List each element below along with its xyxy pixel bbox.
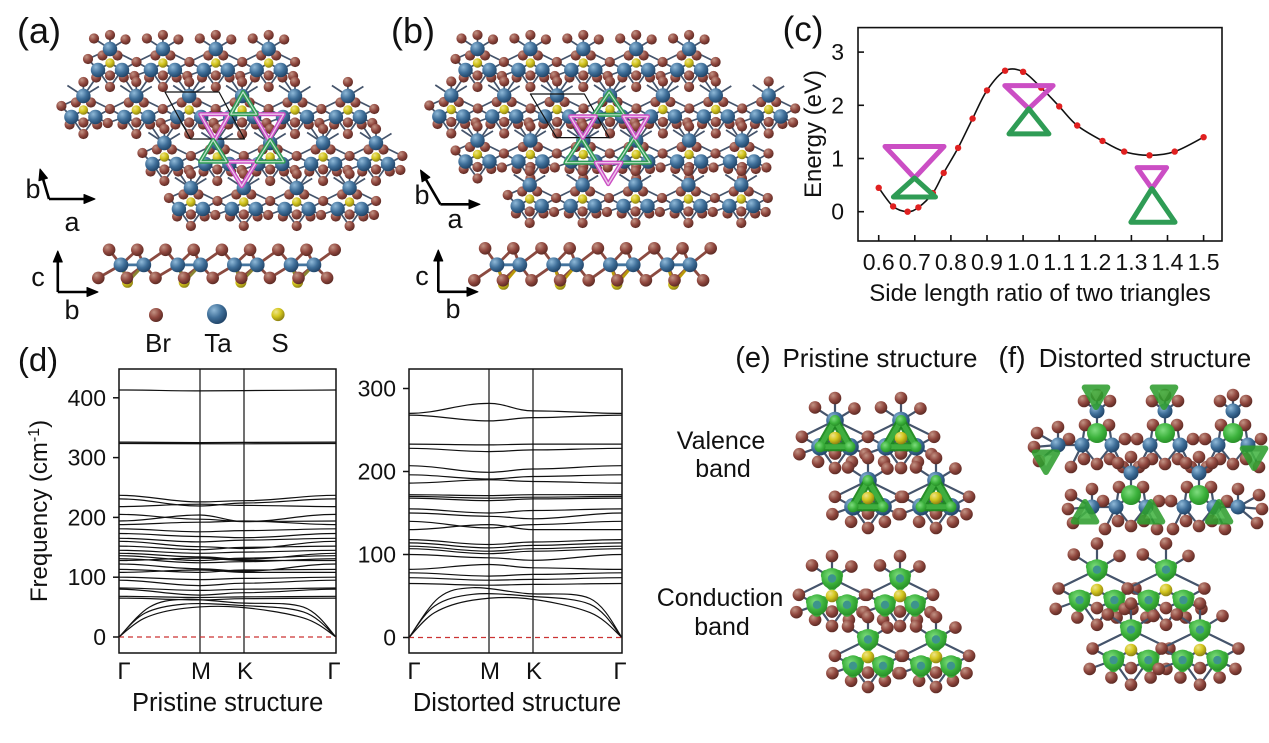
svg-text:c: c (415, 261, 429, 291)
svg-text:c: c (31, 262, 45, 292)
svg-text:(c): (c) (783, 10, 824, 49)
svg-text:(d): (d) (18, 341, 58, 378)
svg-text:b: b (414, 180, 429, 210)
svg-text:Distorted structure: Distorted structure (413, 689, 621, 717)
svg-text:S: S (271, 328, 288, 358)
svg-text:0.7: 0.7 (899, 249, 931, 275)
svg-text:100: 100 (358, 542, 396, 568)
svg-text:3: 3 (831, 39, 844, 65)
svg-text:(b): (b) (391, 10, 435, 51)
svg-text:Γ: Γ (407, 658, 420, 685)
svg-text:Br: Br (145, 328, 171, 358)
svg-text:Γ: Γ (117, 658, 130, 685)
svg-text:0.9: 0.9 (971, 249, 1003, 275)
svg-text:300: 300 (68, 445, 106, 471)
svg-text:Ta: Ta (204, 328, 232, 358)
svg-text:1.4: 1.4 (1152, 249, 1184, 275)
svg-text:Pristine structure: Pristine structure (132, 689, 323, 717)
svg-text:Valence: Valence (677, 427, 766, 455)
svg-text:a: a (64, 207, 80, 237)
svg-text:400: 400 (68, 385, 106, 411)
svg-text:1.3: 1.3 (1115, 249, 1147, 275)
svg-text:(a): (a) (17, 10, 61, 51)
svg-text:2: 2 (831, 92, 844, 118)
svg-text:Side length ratio of two trian: Side length ratio of two triangles (869, 280, 1211, 307)
svg-text:Γ: Γ (327, 658, 340, 685)
svg-text:300: 300 (358, 376, 396, 402)
svg-text:Γ: Γ (613, 658, 626, 685)
svg-text:100: 100 (68, 564, 106, 590)
svg-text:1.5: 1.5 (1188, 249, 1220, 275)
svg-text:M: M (480, 658, 500, 685)
svg-text:0.8: 0.8 (935, 249, 967, 275)
svg-text:K: K (237, 658, 253, 685)
svg-text:1.2: 1.2 (1079, 249, 1111, 275)
svg-text:b: b (64, 295, 79, 325)
svg-text:0: 0 (93, 624, 106, 650)
svg-text:0.6: 0.6 (863, 249, 895, 275)
svg-text:M: M (191, 658, 211, 685)
svg-text:band: band (695, 455, 751, 483)
svg-text:1.1: 1.1 (1043, 249, 1075, 275)
svg-text:(f): (f) (998, 342, 1025, 374)
svg-text:1.0: 1.0 (1007, 249, 1039, 275)
svg-text:band: band (694, 613, 750, 641)
svg-text:Energy (eV): Energy (eV) (800, 70, 827, 198)
svg-text:200: 200 (358, 459, 396, 485)
svg-text:0: 0 (831, 199, 844, 225)
svg-text:Distorted structure: Distorted structure (1039, 343, 1251, 373)
svg-text:(e): (e) (735, 342, 770, 374)
svg-text:b: b (445, 294, 460, 324)
svg-text:b: b (25, 174, 40, 204)
svg-text:a: a (447, 204, 463, 234)
svg-text:0: 0 (383, 625, 396, 651)
svg-text:Frequency (cm-1): Frequency (cm-1) (26, 420, 54, 602)
svg-text:Conduction: Conduction (657, 584, 783, 612)
svg-text:Pristine structure: Pristine structure (782, 343, 977, 373)
svg-text:K: K (526, 658, 542, 685)
svg-text:1: 1 (831, 146, 844, 172)
svg-text:200: 200 (68, 504, 106, 530)
